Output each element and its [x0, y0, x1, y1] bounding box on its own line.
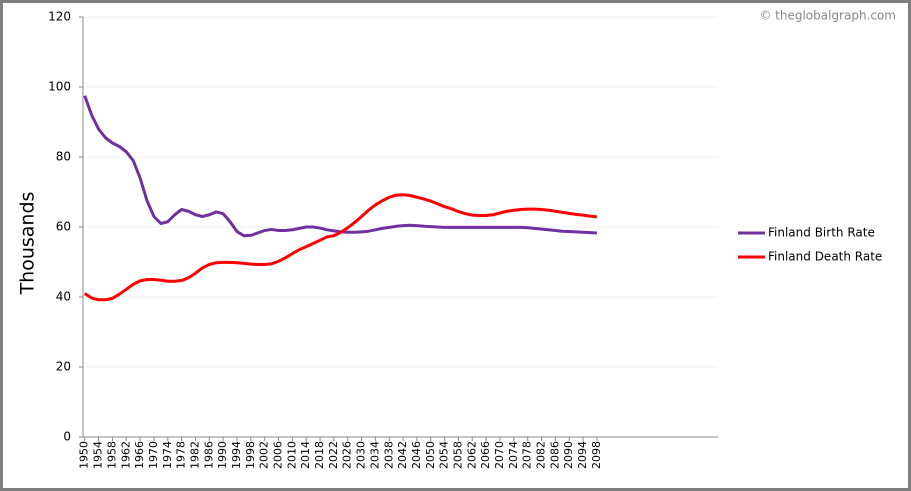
x-tick-label: 1954 [92, 441, 105, 469]
line-series [83, 193, 598, 302]
x-tick-label: 1974 [161, 441, 174, 469]
x-tick-label: 2038 [382, 441, 395, 469]
x-tick-label: 1958 [105, 441, 118, 469]
y-axis-label: Thousands [17, 192, 39, 296]
x-tick-label: 2014 [299, 441, 312, 469]
x-tick-label: 2090 [562, 441, 575, 469]
x-tick-label: 1970 [147, 441, 160, 469]
watermark: © theglobalgraph.com [759, 9, 896, 23]
y-tick-label: 40 [56, 290, 71, 304]
x-tick-label: 2022 [327, 441, 340, 469]
y-tick-label: 120 [48, 10, 71, 24]
x-tick-label: 2034 [368, 441, 381, 469]
y-tick-label: 60 [56, 220, 71, 234]
x-tick-label: 2026 [341, 441, 354, 469]
x-tick-label: 2078 [521, 441, 534, 469]
x-tick-label: 1994 [230, 441, 243, 469]
x-tick-label: 2082 [535, 441, 548, 469]
x-tick-label: 1962 [119, 441, 132, 469]
x-tick-label: 2010 [285, 441, 298, 469]
x-tick-label: 2058 [451, 441, 464, 469]
x-tick-label: 2054 [438, 441, 451, 469]
x-tick-label: 2066 [479, 441, 492, 469]
x-tick-label: 1990 [216, 441, 229, 469]
x-tick-label: 2018 [313, 441, 326, 469]
x-tick-label: 2086 [548, 441, 561, 469]
x-tick-label: 1966 [133, 441, 146, 469]
y-tick-label: 100 [48, 80, 71, 94]
x-tick-label: 2050 [424, 441, 437, 469]
x-tick-label: 2094 [576, 441, 589, 469]
x-tick-label: 2002 [258, 441, 271, 469]
legend-label: Finland Death Rate [768, 250, 882, 264]
x-tick-label: 2006 [272, 441, 285, 469]
x-tick-label: 2070 [493, 441, 506, 469]
x-tick-label: 2030 [355, 441, 368, 469]
y-tick-label: 20 [56, 360, 71, 374]
x-tick-label: 1950 [78, 441, 91, 469]
x-tick-label: 1986 [202, 441, 215, 469]
x-tick-label: 1998 [244, 441, 257, 469]
y-tick-label: 0 [63, 430, 71, 444]
x-tick-label: 2074 [507, 441, 520, 469]
x-tick-label: 1978 [175, 441, 188, 469]
y-tick-label: 80 [56, 150, 71, 164]
legend-label: Finland Birth Rate [768, 226, 875, 240]
x-tick-label: 2042 [396, 441, 409, 469]
x-tick-label: 2046 [410, 441, 423, 469]
x-tick-label: 2062 [465, 441, 478, 469]
x-tick-label: 1982 [188, 441, 201, 469]
x-tick-label: 2098 [590, 441, 603, 469]
